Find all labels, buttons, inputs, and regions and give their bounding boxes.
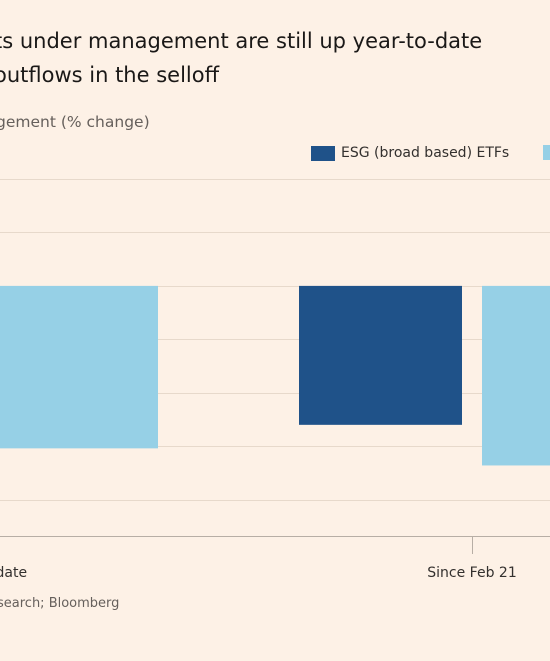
chart-subtitle: gement (% change) xyxy=(0,113,150,131)
legend-swatch-esg xyxy=(311,145,335,161)
legend-item-other xyxy=(543,145,550,160)
chart-source: search; Bloomberg xyxy=(0,596,120,611)
legend-swatch-other xyxy=(543,145,550,160)
chart-title-line-1: ts under management are still up year-to… xyxy=(0,29,483,53)
legend-label-esg: ESG (broad based) ETFs xyxy=(341,145,510,161)
chart-title: ts under management are still up year-to… xyxy=(0,24,482,92)
chart-legend: ESG (broad based) ETFs xyxy=(0,145,550,169)
bar-series-1-cat-0 xyxy=(0,285,158,449)
legend-item-esg: ESG (broad based) ETFs xyxy=(311,145,509,161)
x-tick-label-0: Year to date xyxy=(0,565,27,581)
bar-series-1-cat-1 xyxy=(482,285,550,466)
bar-series-0-cat-1 xyxy=(299,285,462,425)
chart-title-line-2: outflows in the selloff xyxy=(0,63,220,87)
x-tick-label-1: Since Feb 21 xyxy=(427,565,516,581)
